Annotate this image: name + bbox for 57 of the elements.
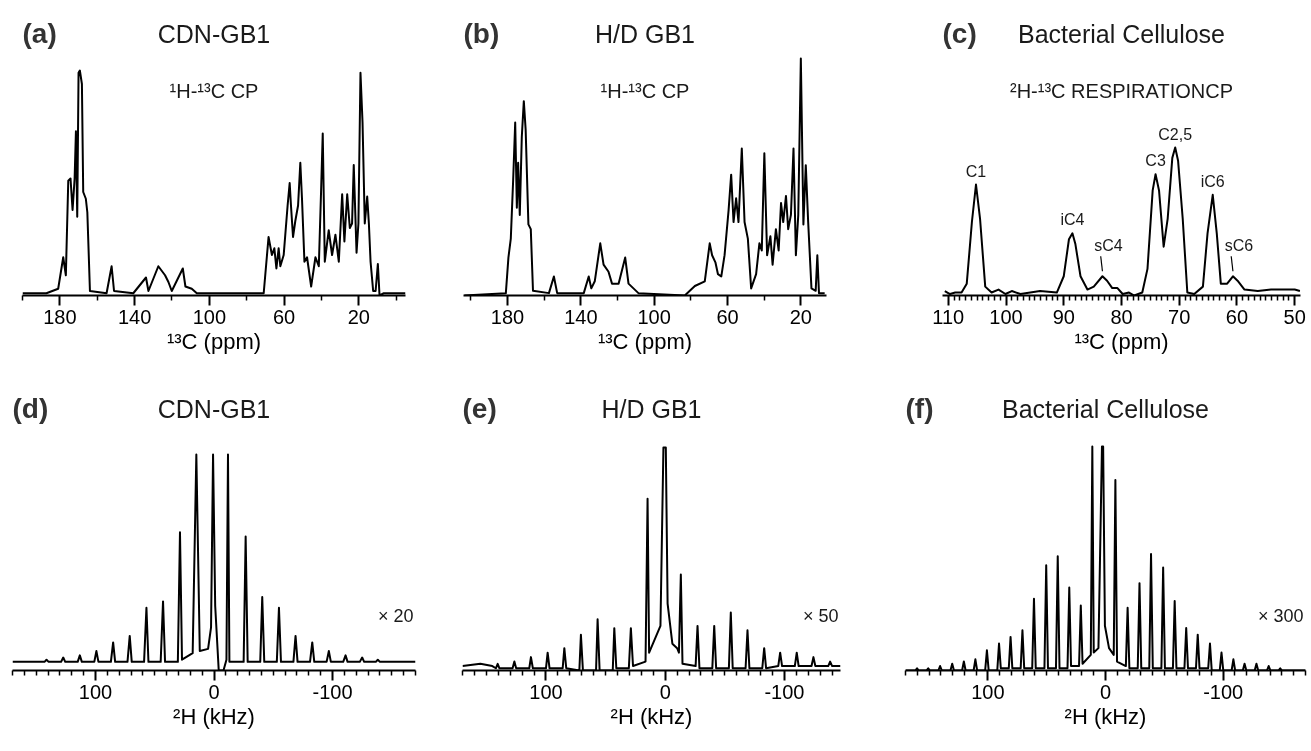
x-tick-label: 60 xyxy=(1225,305,1249,328)
chart-title: Bacterial Cellulose xyxy=(1017,19,1226,48)
x-tick-label: 140 xyxy=(564,305,598,328)
x-axis-title: ¹³C (ppm) xyxy=(166,328,262,354)
x-axis-title: ¹³C (ppm) xyxy=(597,328,693,354)
x-tick-label: 70 xyxy=(1168,305,1191,328)
annotation: iC4 xyxy=(1060,211,1085,229)
annotation: iC6 xyxy=(1200,172,1225,190)
x-tick-label: 110 xyxy=(932,305,965,328)
x-axis-title: ²H (kHz) xyxy=(173,703,255,729)
x-tick-label: 100 xyxy=(529,680,563,703)
x-tick-label: -100 xyxy=(312,680,353,703)
annotation: sC4 xyxy=(1094,237,1123,255)
text: ¹H-¹³C CP xyxy=(600,79,690,102)
text: (e) xyxy=(462,393,497,424)
chart-title: H/D GB1 xyxy=(601,394,702,423)
x-tick-label: 60 xyxy=(716,305,739,328)
x-tick-label: -100 xyxy=(1203,680,1244,703)
annotation: C1 xyxy=(965,162,987,180)
x-tick-label: 80 xyxy=(1110,305,1133,328)
x-tick-label: 180 xyxy=(43,305,77,328)
x-tick-label: 50 xyxy=(1283,305,1306,328)
text: (c) xyxy=(942,18,977,49)
annotation: C3 xyxy=(1145,152,1166,170)
annotation: sC6 xyxy=(1224,237,1254,255)
x-tick-label: -100 xyxy=(764,680,805,703)
x-tick-label: 0 xyxy=(659,680,671,703)
x-tick-label: 180 xyxy=(490,305,525,328)
x-tick-label: 140 xyxy=(117,305,152,328)
x-axis-title: ²H (kHz) xyxy=(1064,703,1147,729)
text: (b) xyxy=(463,18,500,49)
text: (a) xyxy=(22,18,57,49)
x-tick-label: 0 xyxy=(208,680,220,703)
x-tick-label: 100 xyxy=(989,305,1023,328)
annotation: C2,5 xyxy=(1158,125,1193,143)
text: (d) xyxy=(12,393,49,424)
chart-title: H/D GB1 xyxy=(594,19,696,48)
chart-title: Bacterial Cellulose xyxy=(1001,394,1210,423)
text: (f) xyxy=(905,393,934,424)
chart-title: CDN-GB1 xyxy=(157,394,271,423)
x-axis-title: ²H (kHz) xyxy=(610,703,693,729)
x-tick-label: 100 xyxy=(78,680,113,703)
x-axis-title: ¹³C (ppm) xyxy=(1074,328,1169,354)
x-tick-label: 90 xyxy=(1052,305,1075,328)
chart-title: CDN-GB1 xyxy=(157,19,271,48)
annotation: × 300 xyxy=(1257,605,1304,626)
annotation: × 20 xyxy=(377,605,414,626)
x-tick-label: 60 xyxy=(272,305,296,328)
annotation: × 50 xyxy=(802,605,839,626)
x-tick-label: 20 xyxy=(789,305,812,328)
x-tick-label: 100 xyxy=(971,680,1005,703)
chart-subtitle: ¹H-¹³C CP xyxy=(169,79,259,102)
x-tick-label: 100 xyxy=(192,305,227,328)
x-tick-label: 20 xyxy=(347,305,370,328)
chart-subtitle: ²H-¹³C RESPIRATIONCP xyxy=(1010,79,1233,102)
x-tick-label: 100 xyxy=(637,305,671,328)
x-tick-label: 0 xyxy=(1099,680,1112,703)
